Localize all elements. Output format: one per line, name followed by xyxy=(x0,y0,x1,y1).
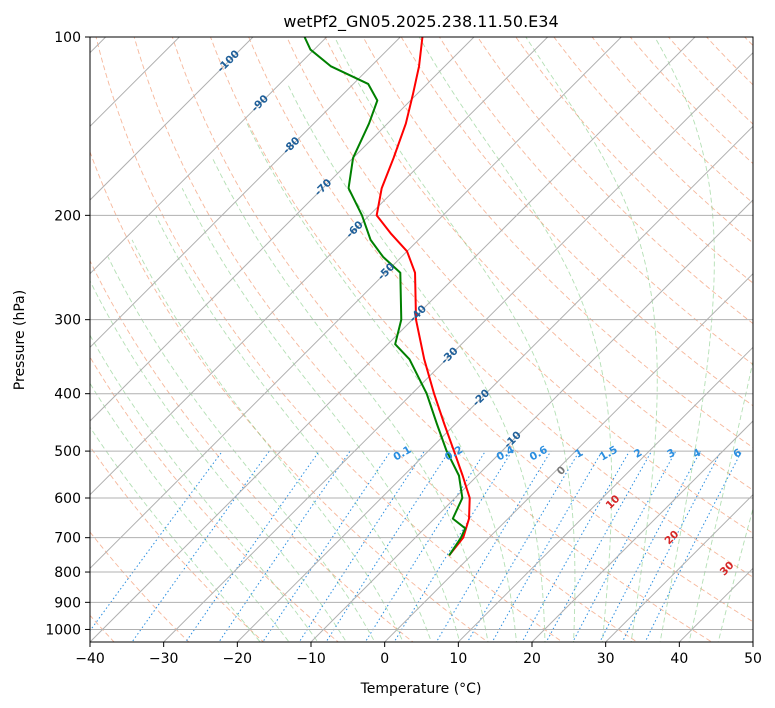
moist-adiabat xyxy=(155,215,432,642)
isotherm-gridline xyxy=(90,37,623,570)
y-tick-label: 800 xyxy=(54,565,81,581)
dry-adiabat xyxy=(133,37,638,642)
moist-adiabat xyxy=(90,382,290,642)
isotherm-gridline xyxy=(90,37,475,422)
y-tick-label: 400 xyxy=(54,387,81,403)
moist-adiabat xyxy=(717,507,753,642)
moist-adiabat xyxy=(90,426,261,642)
y-tick-label: 100 xyxy=(54,30,81,46)
y-tick-label: 300 xyxy=(54,313,81,329)
dry-adiabat xyxy=(400,37,753,407)
y-tick-label: 200 xyxy=(54,208,81,224)
y-tick-label: 500 xyxy=(54,444,81,460)
plot-frame xyxy=(89,36,754,643)
isotherm-gridline xyxy=(90,37,181,128)
dry-adiabat xyxy=(95,37,564,642)
dry-adiabat xyxy=(90,445,265,642)
dry-adiabat xyxy=(90,531,190,642)
moist-adiabat xyxy=(654,37,715,642)
x-tick-label: 0 xyxy=(380,651,389,667)
plot-area xyxy=(90,37,753,642)
dry-adiabat xyxy=(90,356,339,642)
isotherm-gridline xyxy=(90,37,254,201)
chart-title: wetPf2_GN05.2025.238.11.50.E34 xyxy=(283,12,558,32)
x-tick-label: 20 xyxy=(523,651,541,667)
moist-adiabat xyxy=(90,334,319,642)
isotherm-gridline xyxy=(90,37,696,642)
moist-adiabat xyxy=(688,359,753,642)
isotherm-gridline xyxy=(604,493,753,642)
grid xyxy=(90,37,753,642)
dry-adiabat xyxy=(210,37,753,623)
moist-adiabat xyxy=(287,83,546,642)
moist-adiabats xyxy=(90,37,753,642)
isotherm-gridline xyxy=(531,420,753,642)
isotherm-gridline xyxy=(236,125,753,642)
y-tick-label: 700 xyxy=(54,531,81,547)
temperature-profile-line xyxy=(375,37,471,557)
isotherm-gridline xyxy=(162,51,753,642)
y-tick-label: 1000 xyxy=(45,622,81,638)
dry-adiabat xyxy=(477,37,753,325)
isotherm-gridline xyxy=(90,37,328,275)
axes: −40 −30 −20 −10 0 10 20 30 40 50 1000 900 800 700 600 5… xyxy=(45,30,762,667)
moist-adiabat xyxy=(107,256,376,642)
x-tick-label: −40 xyxy=(75,651,105,667)
isotherm-gridline xyxy=(90,37,549,496)
isotherm-gridline xyxy=(457,346,753,642)
dry-adiabat xyxy=(90,259,414,642)
moist-adiabat xyxy=(90,279,347,642)
x-tick-label: 40 xyxy=(670,651,688,667)
y-axis-title: Pressure (hPa) xyxy=(12,290,28,390)
x-axis-title: Temperature (°C) xyxy=(360,681,482,697)
moist-adiabat xyxy=(131,239,404,642)
x-tick-label: 30 xyxy=(597,651,615,667)
sounding-series xyxy=(303,37,471,557)
x-tick-label: −30 xyxy=(149,651,179,667)
isotherm-gridline xyxy=(310,199,753,642)
y-tick-label: 900 xyxy=(54,595,81,611)
isotherm-gridline xyxy=(90,37,402,349)
y-tick-label: 600 xyxy=(54,491,81,507)
dewpoint-profile-line xyxy=(303,37,467,556)
dry-adiabat xyxy=(171,37,713,642)
x-tick-label: 10 xyxy=(449,651,467,667)
dry-adiabat xyxy=(515,37,753,284)
x-tick-label: 50 xyxy=(744,651,762,667)
moist-adiabat xyxy=(211,157,489,642)
x-tick-label: −20 xyxy=(223,651,253,667)
x-tick-label: −10 xyxy=(296,651,326,667)
dry-adiabat xyxy=(362,37,753,449)
isotherm-gridline xyxy=(383,272,753,642)
